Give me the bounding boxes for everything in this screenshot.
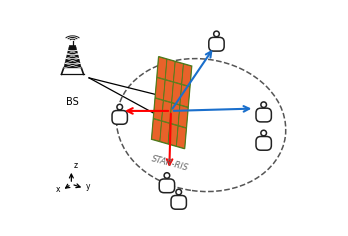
FancyBboxPatch shape [159,179,175,193]
Text: x: x [56,185,60,194]
Polygon shape [174,62,183,84]
Polygon shape [178,105,188,128]
FancyBboxPatch shape [256,108,271,122]
Circle shape [117,104,122,110]
Polygon shape [155,78,165,100]
FancyBboxPatch shape [209,37,224,51]
Polygon shape [152,57,192,149]
Polygon shape [172,82,182,105]
Polygon shape [162,101,172,123]
Polygon shape [165,59,175,82]
Polygon shape [176,126,186,148]
Polygon shape [182,64,191,86]
Circle shape [261,130,267,136]
FancyBboxPatch shape [171,195,187,209]
Text: z: z [73,160,77,169]
Text: y: y [86,182,90,191]
FancyBboxPatch shape [256,136,271,150]
Polygon shape [152,119,161,141]
Circle shape [164,173,170,178]
Polygon shape [180,85,190,107]
Polygon shape [157,57,167,79]
Circle shape [261,102,267,108]
Polygon shape [64,45,81,68]
Polygon shape [160,121,170,144]
Text: BS: BS [66,97,79,107]
Polygon shape [153,98,163,121]
Polygon shape [164,80,173,102]
Polygon shape [168,124,178,146]
Circle shape [214,31,219,37]
Polygon shape [170,103,180,125]
FancyBboxPatch shape [112,110,127,124]
Circle shape [176,189,182,195]
Text: STAR-RIS: STAR-RIS [151,155,190,173]
